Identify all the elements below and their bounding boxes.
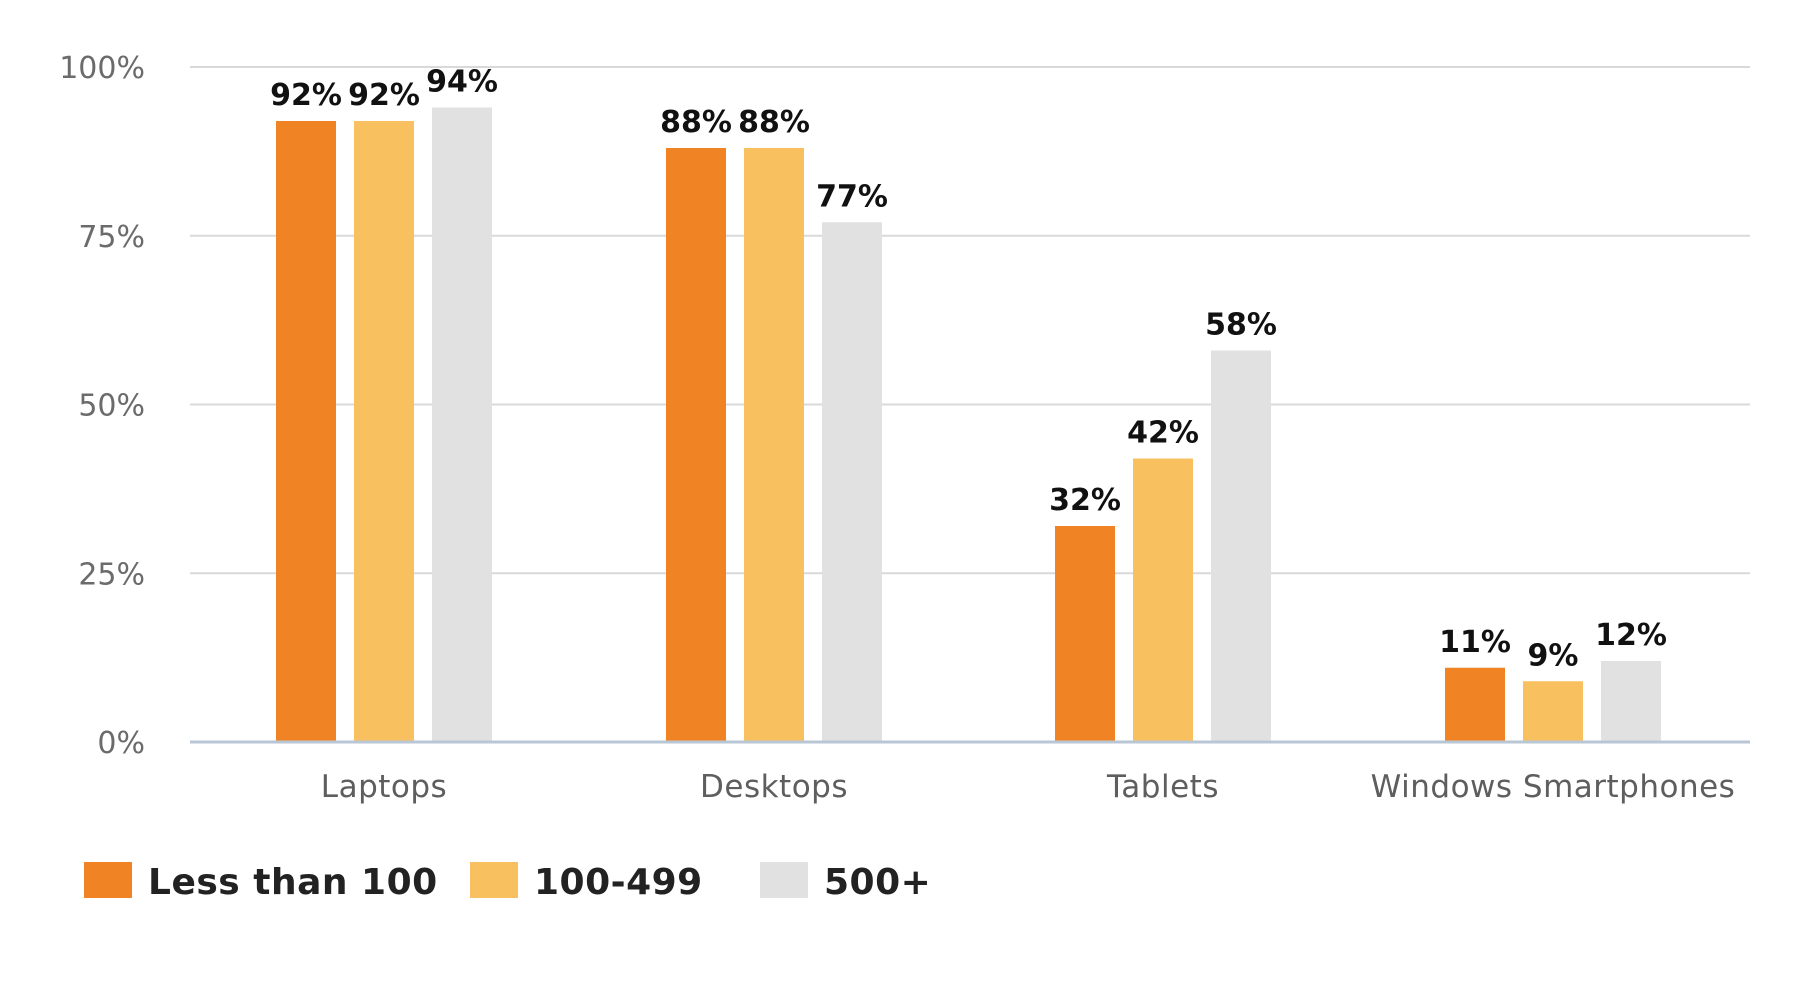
data-label: 88%: [738, 105, 810, 140]
data-labels: 92% 92% 94%88% 88%77%32%42%58%11% 9%12%: [270, 65, 1667, 674]
bar: [276, 121, 336, 742]
y-axis-ticks: 0% 25% 50% 75% 100%: [59, 51, 145, 761]
category-labels: Laptops Desktops Tablets Windows Smartphone…: [321, 769, 1736, 805]
legend-label: 100-499: [534, 862, 703, 903]
bar: [1601, 661, 1661, 742]
data-label: 58%: [1205, 308, 1277, 343]
gridlines: [190, 66, 1750, 575]
legend-label: 500+: [824, 862, 931, 903]
data-label: 92%: [270, 78, 342, 113]
bars: [276, 107, 1661, 742]
y-tick-label: 25%: [78, 557, 145, 592]
y-tick-label: 0%: [97, 726, 145, 761]
legend-swatch: [84, 862, 132, 898]
legend-label: Less than 100: [148, 862, 438, 903]
data-label: 94%: [426, 65, 498, 100]
data-label: 32%: [1049, 483, 1121, 518]
y-tick-label: 100%: [59, 51, 145, 86]
bar: [1523, 681, 1583, 742]
data-label: 12%: [1595, 618, 1667, 653]
data-label: 92%: [348, 78, 420, 113]
data-label: 11%: [1439, 625, 1511, 660]
bar: [1445, 667, 1505, 742]
bar: [822, 222, 882, 742]
data-label: 88%: [660, 105, 732, 140]
data-label: 9%: [1528, 638, 1579, 673]
data-label: 42%: [1127, 416, 1199, 451]
legend: Less than 100 100-499 500+: [84, 862, 931, 903]
legend-swatch: [470, 862, 518, 898]
bar: [1211, 350, 1271, 742]
category-label: Tablets: [1106, 769, 1219, 805]
category-label: Windows Smartphones: [1371, 769, 1736, 805]
y-tick-label: 75%: [78, 220, 145, 255]
bar: [744, 148, 804, 742]
category-label: Desktops: [700, 769, 848, 805]
data-label: 77%: [816, 179, 888, 214]
category-label: Laptops: [321, 769, 447, 805]
legend-swatch: [760, 862, 808, 898]
bar: [432, 107, 492, 742]
bar: [1055, 526, 1115, 742]
bar: [354, 121, 414, 742]
y-tick-label: 50%: [78, 389, 145, 424]
bar: [1133, 458, 1193, 742]
bar: [666, 148, 726, 742]
